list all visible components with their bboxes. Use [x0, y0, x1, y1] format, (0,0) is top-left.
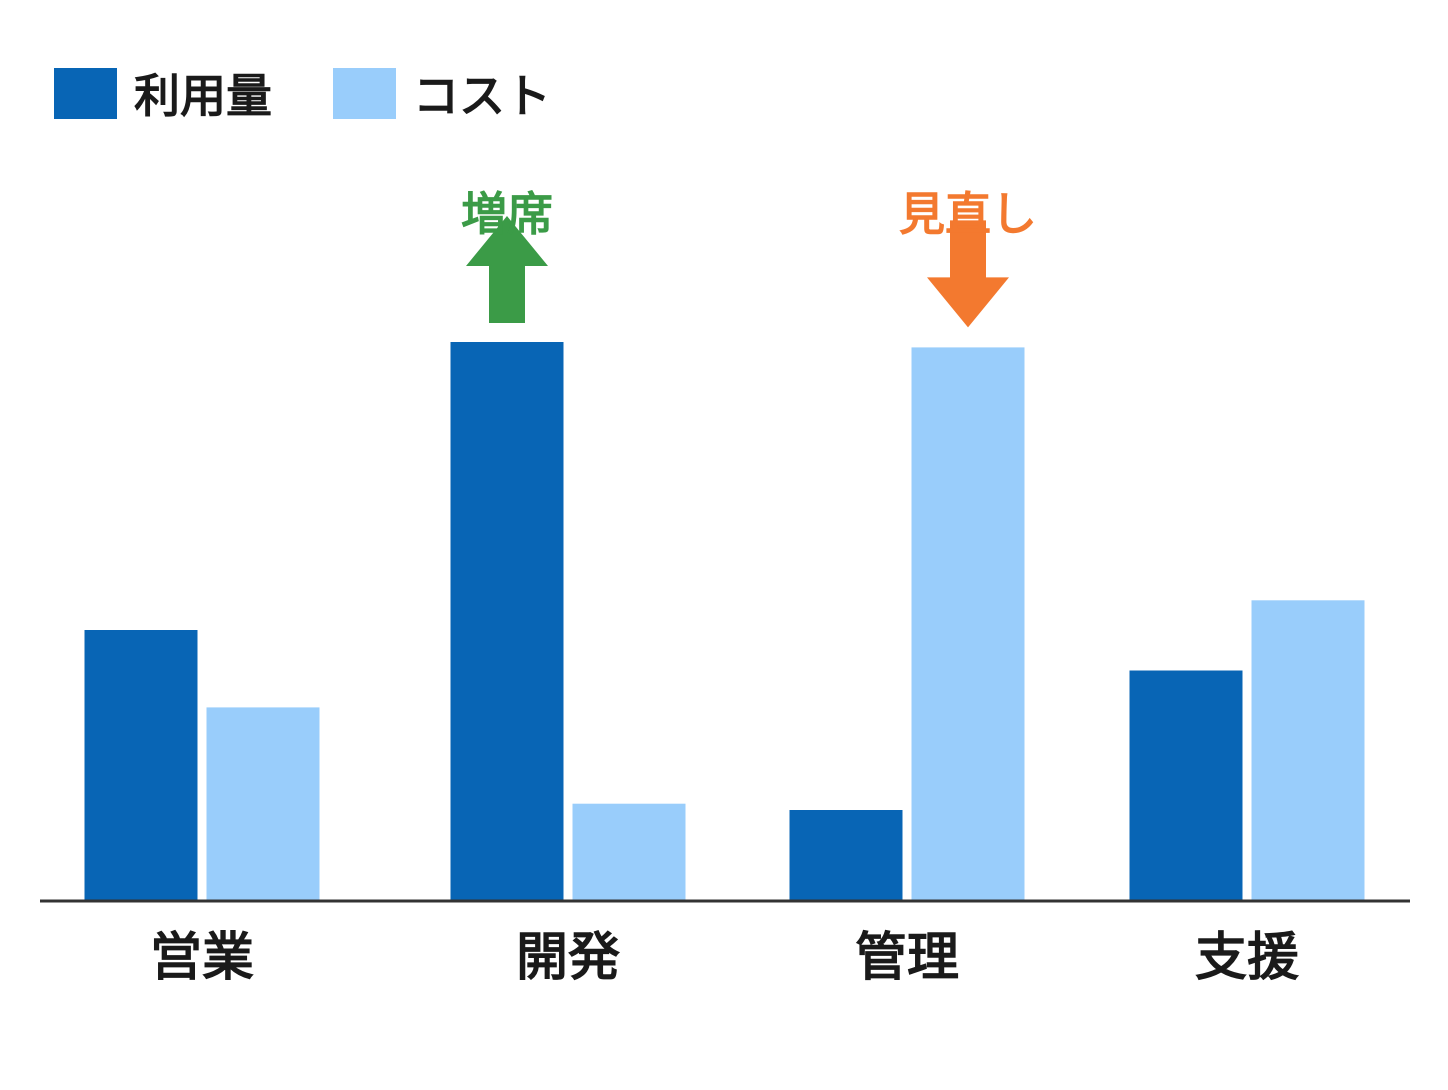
bar-cost-2 — [911, 347, 1025, 900]
annotations: 増席 見直し — [461, 187, 1037, 328]
bar-usage-1 — [450, 342, 564, 900]
bars — [84, 342, 1365, 900]
legend-label-usage: 利用量 — [134, 69, 272, 123]
x-tick-label-3: 支援 — [1195, 928, 1300, 988]
legend-swatch-cost — [333, 68, 396, 119]
bar-cost-0 — [206, 707, 320, 900]
bar-usage-2 — [789, 810, 903, 900]
bar-cost-3 — [1251, 600, 1365, 900]
legend-label-cost: コスト — [413, 69, 551, 123]
annotation-label-0: 増席 — [461, 187, 553, 241]
x-tick-label-2: 管理 — [855, 928, 959, 988]
annotation-arrow-down — [927, 220, 1009, 328]
bar-cost-1 — [572, 803, 686, 900]
x-tick-label-1: 開発 — [516, 928, 621, 988]
x-axis: 営業 開発 管理 支援 — [40, 899, 1410, 988]
bar-usage-3 — [1129, 670, 1243, 900]
annotation-label-1: 見直し — [899, 187, 1037, 241]
legend-swatch-usage — [54, 68, 117, 119]
x-tick-label-0: 営業 — [150, 928, 254, 988]
bar-usage-0 — [84, 630, 198, 900]
annotation-arrow-up — [466, 216, 548, 323]
legend: 利用量 コスト — [54, 68, 551, 123]
